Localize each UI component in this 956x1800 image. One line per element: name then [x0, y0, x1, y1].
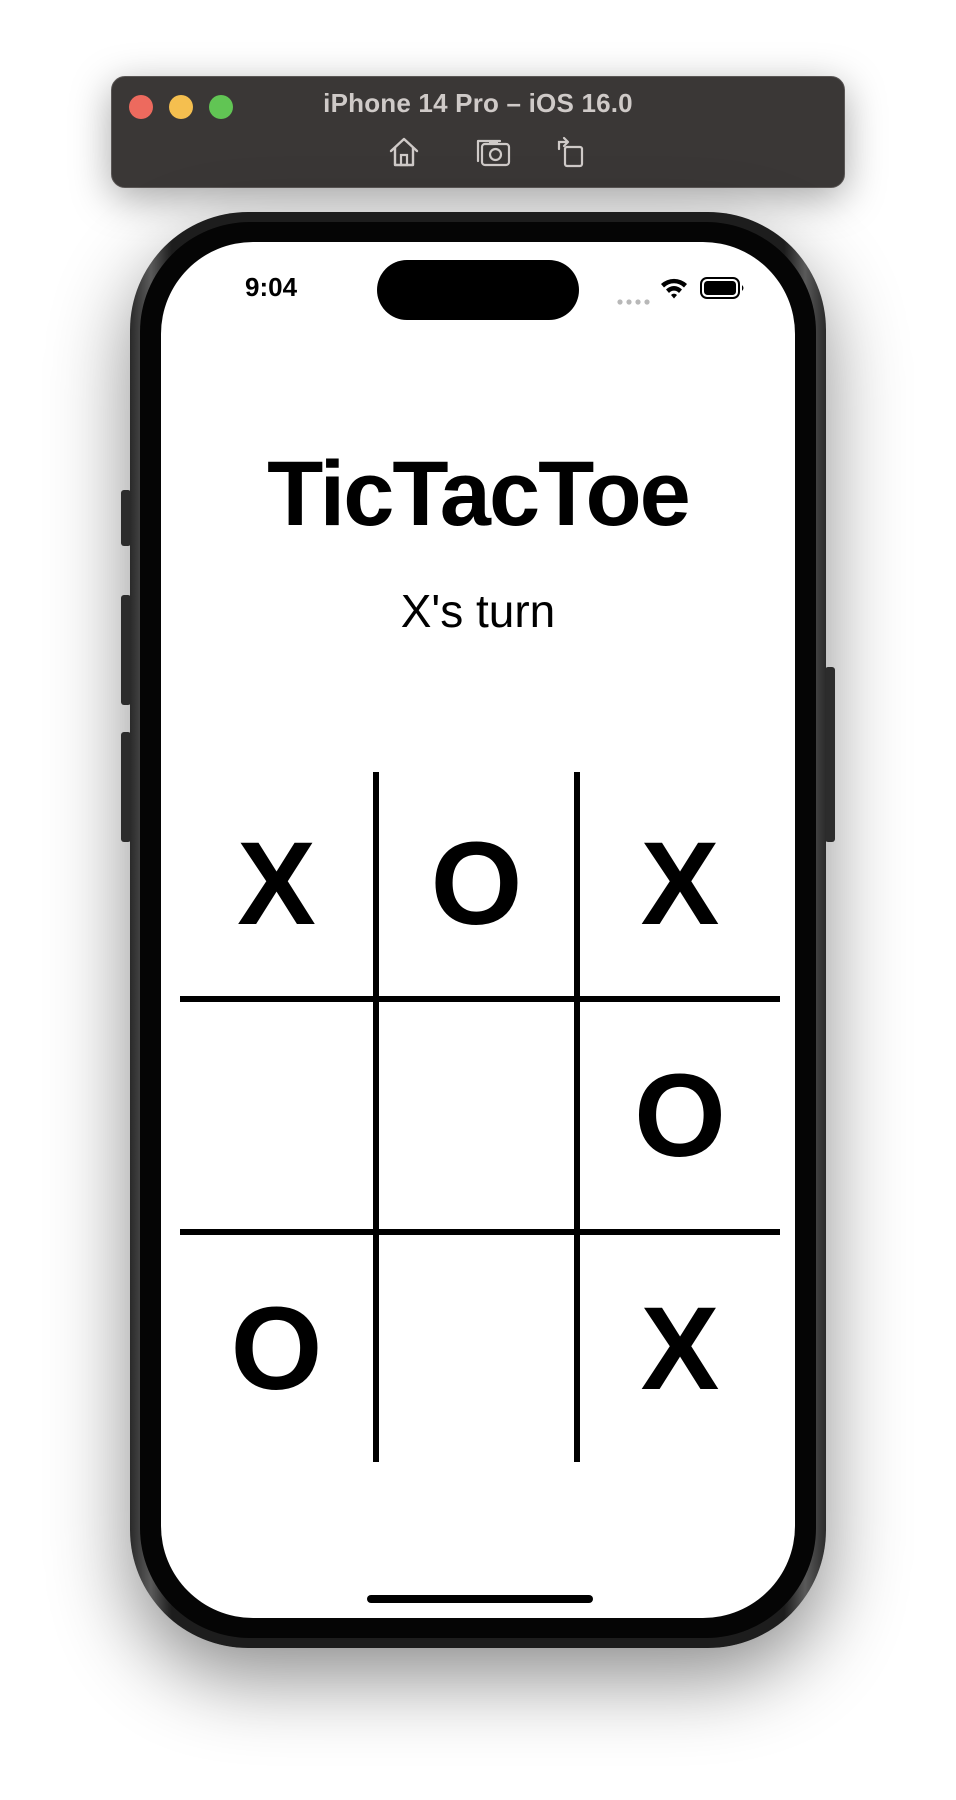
- grid-line: [180, 1229, 780, 1235]
- board-cell-r1-c3[interactable]: X: [640, 818, 720, 950]
- home-indicator[interactable]: [367, 1595, 593, 1603]
- board-cell-r2-c3[interactable]: O: [634, 1049, 726, 1182]
- board-cell-r2-c2[interactable]: [379, 1002, 574, 1229]
- power-button: [825, 667, 835, 842]
- wifi-icon: [659, 276, 689, 300]
- home-icon[interactable]: [387, 135, 421, 169]
- volume-down-button: [121, 732, 131, 842]
- cellular-dots-icon: [617, 292, 651, 305]
- battery-icon: [700, 276, 746, 300]
- phone-screen: 9:04 TicTacToe X's turn X O X: [161, 242, 795, 1618]
- simulator-toolbar: iPhone 14 Pro – iOS 16.0: [111, 76, 845, 188]
- board-cell-r3-c1[interactable]: O: [230, 1282, 323, 1415]
- status-time: 9:04: [245, 272, 298, 302]
- game-board: X O X O O X: [180, 772, 780, 1462]
- turn-status: X's turn: [400, 585, 556, 637]
- board-cell-r2-c1[interactable]: [180, 1002, 373, 1229]
- minimize-window-button[interactable]: [169, 95, 193, 119]
- action-button: [121, 490, 131, 546]
- grid-line: [373, 772, 379, 1462]
- board-cell-r3-c2[interactable]: [379, 1235, 574, 1462]
- grid-line: [574, 772, 580, 1462]
- rotate-icon[interactable]: [554, 135, 588, 169]
- zoom-window-button[interactable]: [209, 95, 233, 119]
- close-window-button[interactable]: [129, 95, 153, 119]
- board-cell-r1-c1[interactable]: X: [237, 818, 316, 950]
- grid-line: [180, 996, 780, 1002]
- board-cell-r1-c2[interactable]: O: [430, 818, 523, 950]
- page-title: TicTacToe: [267, 443, 691, 545]
- board-cell-r3-c3[interactable]: X: [640, 1282, 720, 1415]
- screenshot-icon[interactable]: [476, 135, 511, 169]
- simulator-title: iPhone 14 Pro – iOS 16.0: [323, 88, 633, 118]
- dynamic-island: [377, 260, 579, 320]
- volume-up-button: [121, 595, 131, 705]
